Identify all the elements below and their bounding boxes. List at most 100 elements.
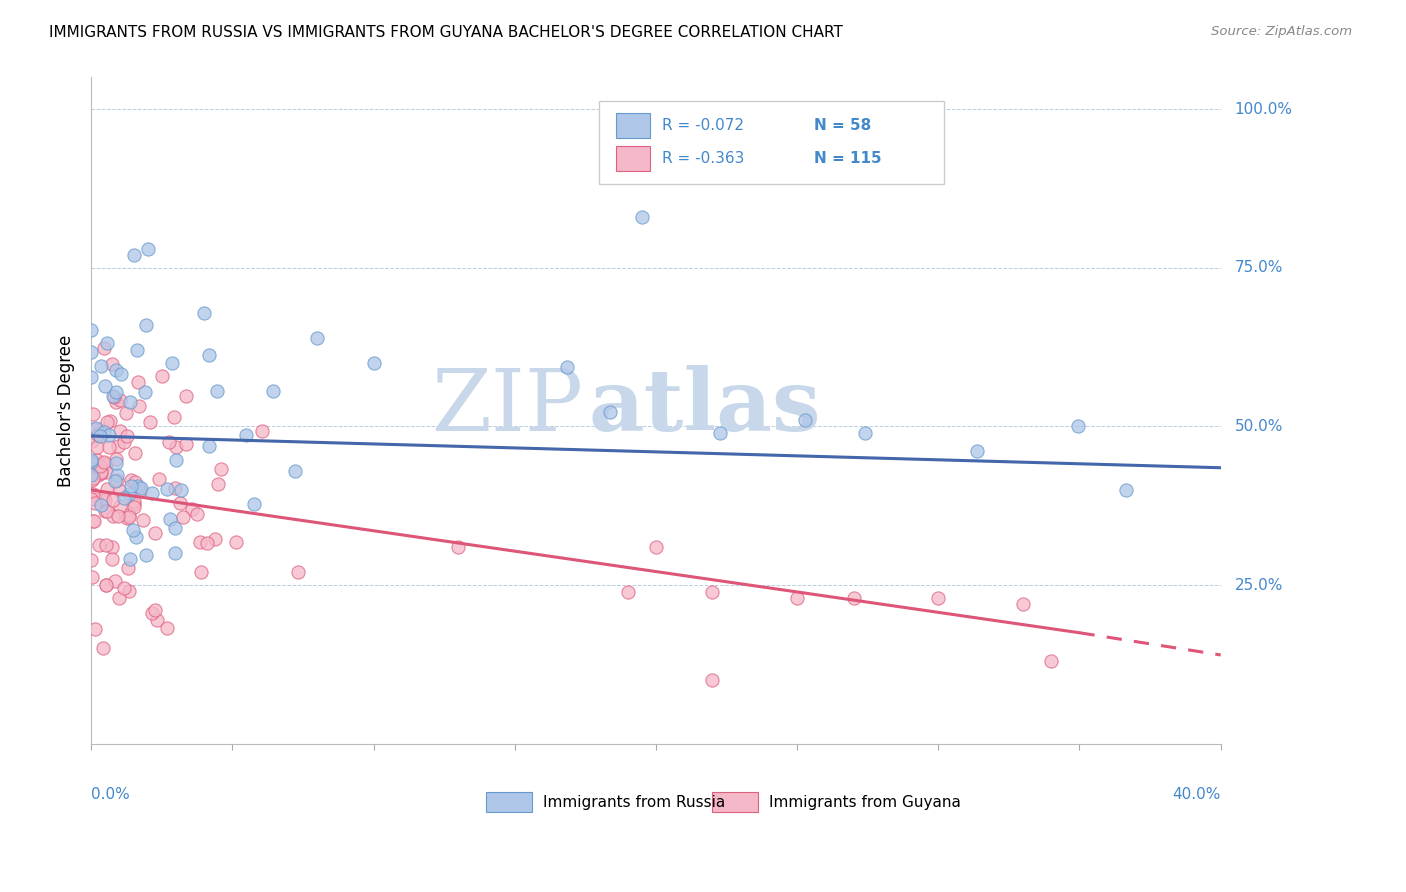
Point: [115, 510, 138, 524]
Point: [127, 478, 149, 492]
Point: [188, 535, 211, 549]
Point: [80, 453, 103, 467]
Point: [709, 425, 731, 440]
Point: [150, 368, 173, 383]
Point: [80, 570, 103, 584]
Point: [93, 425, 115, 440]
Point: [117, 561, 139, 575]
Point: [262, 384, 284, 398]
Point: [96, 335, 118, 350]
Point: [94, 493, 117, 508]
Text: Immigrants from Russia: Immigrants from Russia: [543, 795, 725, 810]
Point: [630, 210, 652, 224]
Point: [118, 394, 141, 409]
Point: [209, 461, 232, 475]
Point: [90, 498, 112, 512]
Point: [702, 584, 724, 599]
Point: [90, 466, 112, 480]
Point: [966, 444, 988, 458]
Point: [100, 552, 122, 566]
Point: [124, 445, 146, 459]
Text: Immigrants from Guyana: Immigrants from Guyana: [769, 795, 960, 810]
Point: [197, 348, 219, 362]
Point: [107, 483, 129, 498]
Point: [104, 474, 127, 488]
Text: ZIP: ZIP: [430, 366, 582, 449]
Point: [169, 495, 191, 509]
Point: [307, 331, 329, 345]
Text: 25.0%: 25.0%: [1234, 578, 1282, 592]
Point: [135, 549, 157, 563]
Point: [170, 483, 193, 497]
Point: [87, 468, 110, 483]
Point: [204, 533, 226, 547]
Point: [156, 622, 179, 636]
Point: [112, 491, 135, 505]
Text: N = 58: N = 58: [814, 118, 872, 133]
Point: [135, 318, 157, 332]
Point: [107, 439, 129, 453]
Point: [165, 521, 187, 535]
Point: [86, 440, 108, 454]
Point: [96, 465, 118, 479]
Text: 40.0%: 40.0%: [1173, 787, 1220, 802]
Point: [146, 613, 169, 627]
Point: [90, 359, 112, 373]
Point: [128, 399, 150, 413]
Point: [148, 472, 170, 486]
Point: [80, 491, 103, 506]
Point: [91, 456, 114, 470]
Text: IMMIGRANTS FROM RUSSIA VS IMMIGRANTS FROM GUYANA BACHELOR'S DEGREE CORRELATION C: IMMIGRANTS FROM RUSSIA VS IMMIGRANTS FRO…: [49, 25, 844, 40]
Point: [93, 342, 115, 356]
Point: [645, 540, 668, 554]
Point: [157, 435, 180, 450]
Point: [94, 457, 117, 471]
Point: [84, 420, 107, 434]
Point: [101, 492, 124, 507]
Point: [156, 482, 179, 496]
Point: [101, 509, 124, 524]
Point: [89, 428, 111, 442]
Point: [84, 622, 107, 636]
Point: [599, 405, 621, 419]
Point: [143, 525, 166, 540]
Point: [235, 428, 257, 442]
Text: 0.0%: 0.0%: [91, 787, 129, 802]
Point: [165, 546, 187, 560]
Point: [110, 367, 132, 381]
Point: [96, 482, 118, 496]
Point: [207, 477, 229, 491]
Point: [104, 385, 127, 400]
Point: [108, 591, 131, 605]
Point: [180, 502, 202, 516]
Text: R = -0.072: R = -0.072: [662, 118, 744, 133]
Point: [98, 428, 121, 442]
Point: [702, 673, 724, 688]
Point: [193, 305, 215, 319]
Point: [105, 395, 128, 409]
Point: [602, 153, 624, 167]
Point: [163, 481, 186, 495]
Point: [927, 591, 949, 605]
Point: [786, 591, 808, 605]
Point: [105, 456, 128, 470]
FancyBboxPatch shape: [713, 792, 758, 813]
Point: [96, 578, 118, 592]
Point: [112, 434, 135, 449]
Point: [82, 407, 104, 421]
Text: R = -0.363: R = -0.363: [662, 152, 744, 166]
Point: [243, 497, 266, 511]
Point: [129, 481, 152, 495]
Point: [80, 553, 103, 567]
Point: [84, 422, 107, 436]
Point: [195, 536, 218, 550]
Point: [107, 509, 129, 524]
Point: [108, 500, 131, 514]
FancyBboxPatch shape: [616, 146, 650, 171]
FancyBboxPatch shape: [616, 112, 650, 138]
Point: [80, 434, 103, 449]
Point: [160, 356, 183, 370]
Point: [103, 390, 125, 404]
Point: [1040, 654, 1063, 668]
Y-axis label: Bachelor's Degree: Bachelor's Degree: [58, 334, 75, 487]
